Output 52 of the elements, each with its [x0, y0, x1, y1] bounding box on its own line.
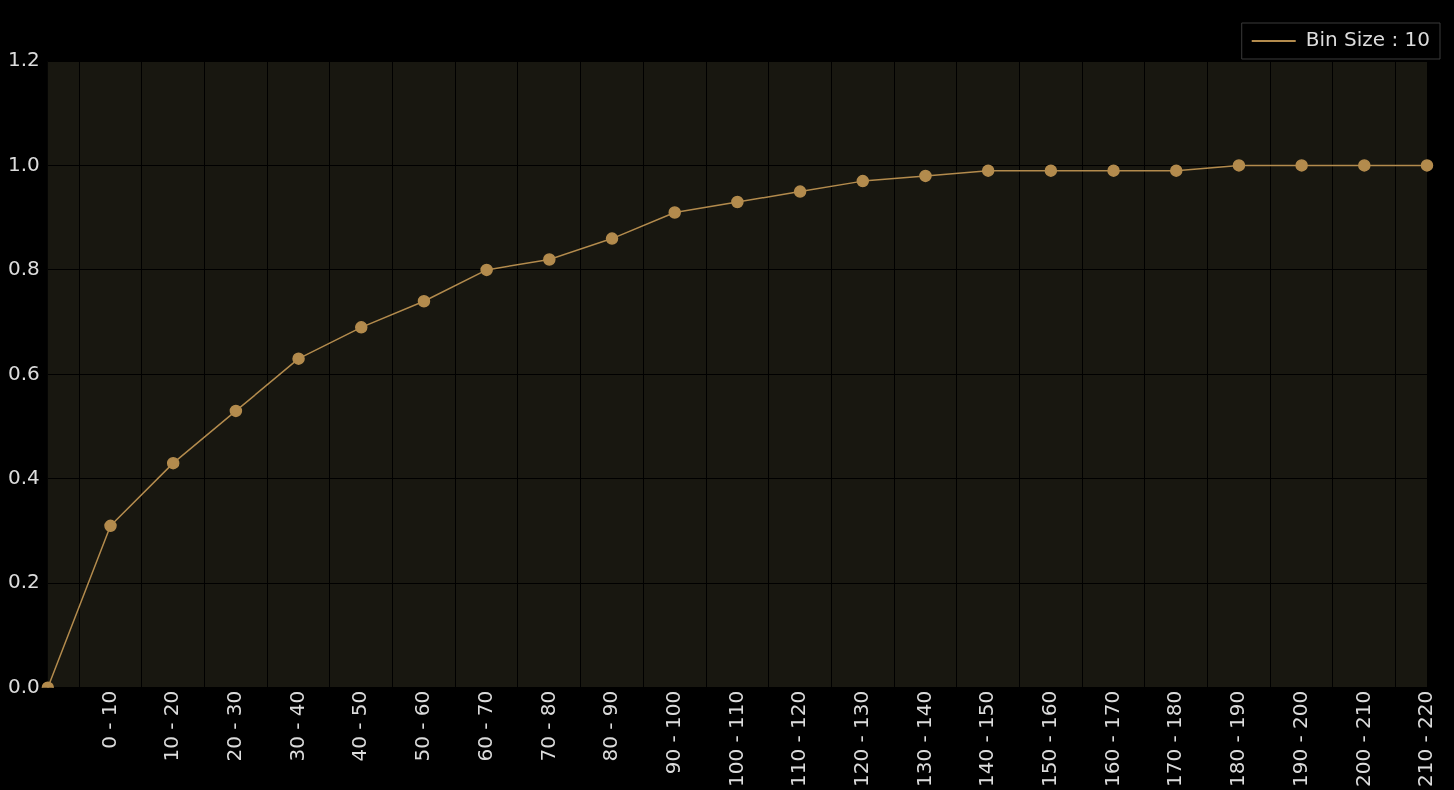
point	[229, 404, 243, 418]
x-tick-label: 10 - 20	[159, 690, 184, 762]
y-tick-label: 1.0	[7, 151, 40, 176]
x-tick-label: 100 - 110	[723, 690, 748, 787]
x-tick-label: 40 - 50	[347, 690, 372, 762]
x-tick-label: 150 - 160	[1037, 690, 1062, 787]
x-tick-label: 30 - 40	[284, 690, 309, 762]
x-tick-label: 110 - 120	[786, 690, 811, 787]
point	[480, 263, 493, 277]
point	[1358, 159, 1371, 172]
x-tick-label: 190 - 200	[1287, 690, 1312, 787]
x-tick-label: 200 - 210	[1350, 690, 1375, 787]
point	[919, 169, 932, 183]
x-tick-label: 50 - 60	[410, 690, 435, 762]
point	[793, 185, 807, 198]
point	[856, 174, 870, 188]
y-tick-label: 0.0	[7, 673, 40, 698]
x-tick-label: 130 - 140	[911, 690, 936, 787]
point	[355, 321, 368, 334]
legend-label: Bin Size : 10	[1305, 27, 1431, 52]
x-tick-label: 170 - 180	[1162, 690, 1187, 787]
y-tick-label: 0.8	[7, 256, 40, 281]
point	[1107, 164, 1120, 177]
point	[1044, 164, 1058, 177]
x-tick-label: 90 - 100	[660, 690, 685, 775]
point	[1420, 159, 1434, 172]
point	[1295, 159, 1308, 172]
x-tick-label: 140 - 150	[974, 690, 999, 787]
point	[668, 206, 681, 219]
point	[104, 519, 117, 533]
y-tick-label: 1.2	[7, 47, 40, 72]
point	[1169, 164, 1183, 177]
point	[981, 164, 995, 177]
point	[543, 253, 556, 266]
x-tick-label: 20 - 30	[222, 690, 247, 762]
y-tick-label: 0.4	[7, 465, 40, 490]
x-tick-label: 160 - 170	[1099, 690, 1124, 787]
x-tick-label: 60 - 70	[472, 690, 497, 762]
point	[292, 352, 305, 365]
point	[166, 456, 180, 470]
point	[605, 232, 619, 245]
y-tick-label: 0.2	[7, 569, 40, 594]
x-tick-label: 210 - 220	[1413, 690, 1438, 787]
point	[417, 294, 431, 308]
x-tick-label: 120 - 130	[848, 690, 873, 787]
point	[1232, 159, 1246, 172]
y-tick-label: 0.6	[7, 360, 40, 385]
x-tick-label: 180 - 190	[1225, 690, 1250, 787]
x-tick-label: 0 - 10	[96, 690, 121, 749]
point	[731, 195, 744, 209]
x-tick-label: 80 - 90	[598, 690, 623, 762]
x-tick-label: 70 - 80	[535, 690, 560, 762]
